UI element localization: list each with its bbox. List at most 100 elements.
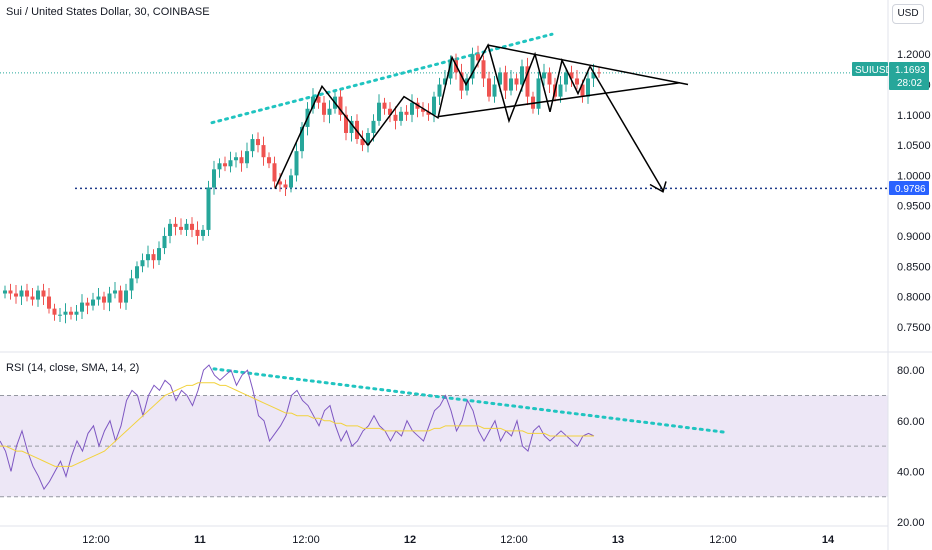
price-tick-label: 0.7500 — [897, 322, 931, 334]
candle-body — [69, 311, 73, 315]
time-tick-label: 14 — [822, 534, 835, 546]
zigzag-pattern-line — [274, 43, 591, 190]
upper-trend-dotted-line — [210, 32, 554, 125]
candle-body — [289, 175, 293, 188]
candle-body — [19, 290, 24, 297]
candle-body — [487, 78, 491, 97]
candle-body — [151, 254, 156, 261]
price-tag-countdown: 28:02 — [897, 78, 922, 89]
candle-body — [179, 226, 183, 230]
candle-body — [102, 296, 106, 303]
rsi-indicator-title[interactable]: RSI (14, close, SMA, 14, 2) — [6, 362, 140, 374]
candle-body — [388, 108, 392, 115]
candle-body — [327, 108, 332, 115]
candle-body — [52, 308, 57, 315]
candle-body — [129, 278, 134, 291]
candle-body — [597, 72, 601, 74]
candle-body — [470, 54, 475, 79]
candle-body — [366, 132, 370, 146]
candle-body — [514, 78, 519, 85]
candle-body — [190, 223, 194, 230]
candle-body — [14, 293, 18, 297]
candle-body — [201, 229, 205, 236]
time-tick-label: 12:00 — [82, 534, 110, 546]
triangle-lower-line — [437, 81, 681, 118]
support-price-tag: 0.9786 — [889, 181, 929, 195]
candle-body — [278, 181, 282, 185]
candle-body — [432, 96, 436, 115]
candle-body — [448, 60, 453, 79]
candle-body — [377, 102, 381, 121]
candle-body — [184, 223, 189, 230]
candle-body — [294, 151, 299, 176]
candle-body — [8, 290, 13, 294]
candle-body — [256, 139, 260, 146]
rsi-tick-label: 20.00 — [897, 517, 925, 529]
rsi-axis[interactable]: 80.00 60.00 40.00 20.00 — [897, 365, 925, 529]
candle-body — [360, 139, 365, 146]
time-axis[interactable]: 12:00 11 12:00 12 12:00 13 12:00 14 — [82, 534, 835, 546]
price-tick-label: 1.2000 — [897, 49, 931, 61]
candle-body — [300, 126, 304, 152]
candle-body — [404, 111, 409, 115]
candle-body — [195, 229, 200, 236]
candle-body — [481, 60, 486, 79]
candle-body — [344, 114, 348, 133]
price-tick-label: 0.8500 — [897, 261, 931, 273]
candle-body — [168, 223, 172, 236]
rsi-lines-layer — [0, 364, 595, 491]
candle-body — [146, 254, 150, 261]
candle-body — [74, 311, 79, 315]
candle-body — [349, 120, 354, 133]
candle-body — [107, 293, 112, 303]
candle-body — [509, 78, 513, 91]
candles-layer[interactable] — [3, 45, 601, 324]
candle-body — [272, 163, 277, 182]
pattern-drawings-layer[interactable] — [274, 43, 689, 193]
symbol-tag-label: SUIUSD — [855, 65, 893, 76]
time-tick-label: 12:00 — [500, 534, 528, 546]
candle-body — [3, 290, 7, 294]
candle-body — [212, 169, 216, 188]
candle-body — [85, 302, 90, 306]
candle-body — [63, 311, 68, 315]
candle-body — [261, 145, 266, 158]
price-tick-label: 1.0000 — [897, 170, 931, 182]
price-tick-label: 0.9500 — [897, 201, 931, 213]
price-tick-label: 1.1000 — [897, 110, 931, 122]
time-tick-label: 12 — [404, 534, 416, 546]
candle-body — [443, 78, 447, 85]
candle-body — [118, 290, 123, 303]
time-tick-label: 12:00 — [292, 534, 320, 546]
candle-body — [36, 290, 40, 300]
candle-body — [558, 84, 563, 97]
currency-button[interactable]: USD — [892, 4, 924, 24]
price-tag-value: 1.1693 — [895, 65, 926, 76]
breakdown-arrow-line — [589, 65, 664, 191]
rsi-tick-label: 80.00 — [897, 365, 925, 377]
symbol-title[interactable]: Sui / United States Dollar, 30, COINBASE — [6, 6, 210, 18]
rsi-moving-average-line — [0, 382, 594, 467]
rsi-tick-label: 40.00 — [897, 466, 925, 478]
candle-body — [41, 290, 46, 297]
candle-body — [96, 296, 101, 300]
arrowhead-icon — [649, 181, 667, 193]
candle-body — [228, 160, 233, 167]
candle-body — [382, 102, 387, 109]
rsi-band-layer — [0, 394, 888, 498]
time-tick-label: 12:00 — [709, 534, 737, 546]
candle-body — [206, 187, 211, 230]
price-axis[interactable]: 1.20001.15001.10001.05001.00000.95000.90… — [897, 49, 931, 334]
candle-body — [47, 296, 51, 309]
candle-body — [113, 290, 117, 294]
candle-body — [91, 299, 95, 306]
candle-body — [437, 84, 442, 97]
candle-body — [245, 151, 249, 164]
candle-body — [140, 260, 145, 267]
candle-body — [465, 78, 469, 91]
candle-body — [492, 84, 497, 97]
candle-body — [393, 114, 398, 121]
symbol-tag-bg — [852, 62, 888, 76]
